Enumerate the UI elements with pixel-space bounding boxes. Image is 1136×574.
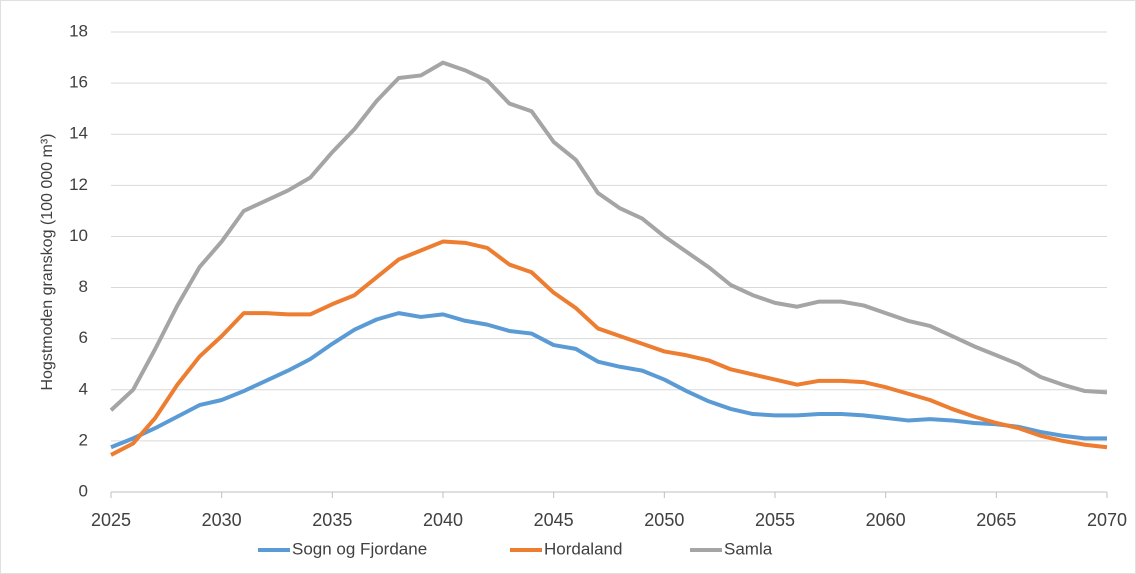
- y-tick-label: 2: [79, 430, 88, 449]
- line-series: [109, 60, 1108, 412]
- x-tick-label: 2025: [91, 510, 131, 530]
- y-tick-label: 0: [79, 481, 88, 500]
- y-tick-label: 18: [69, 21, 88, 40]
- y-tick-label: 4: [79, 379, 88, 398]
- x-tick-label: 2060: [866, 510, 906, 530]
- legend-label: Hordaland: [544, 539, 622, 558]
- line-series: [110, 239, 1108, 457]
- line-series: [110, 311, 1107, 450]
- x-tick-label: 2030: [202, 510, 242, 530]
- x-tick-label: 2055: [755, 510, 795, 530]
- x-tick-label: 2065: [976, 510, 1016, 530]
- legend-label: Sogn og Fjordane: [292, 539, 427, 558]
- y-tick-label: 14: [69, 124, 88, 143]
- y-axis-label: Hogstmoden granskog (100 000 m³): [39, 133, 56, 390]
- y-tick-label: 10: [69, 226, 88, 245]
- x-tick-label: 2040: [423, 510, 463, 530]
- legend-label: Samla: [724, 539, 773, 558]
- x-tick-label: 2035: [312, 510, 352, 530]
- x-tick-label: 2045: [534, 510, 574, 530]
- y-tick-label: 6: [79, 328, 88, 347]
- x-tick-label: 2070: [1087, 510, 1127, 530]
- y-tick-label: 16: [69, 73, 88, 92]
- y-tick-label: 12: [69, 175, 88, 194]
- x-tick-label: 2050: [644, 510, 684, 530]
- y-tick-label: 8: [79, 277, 88, 296]
